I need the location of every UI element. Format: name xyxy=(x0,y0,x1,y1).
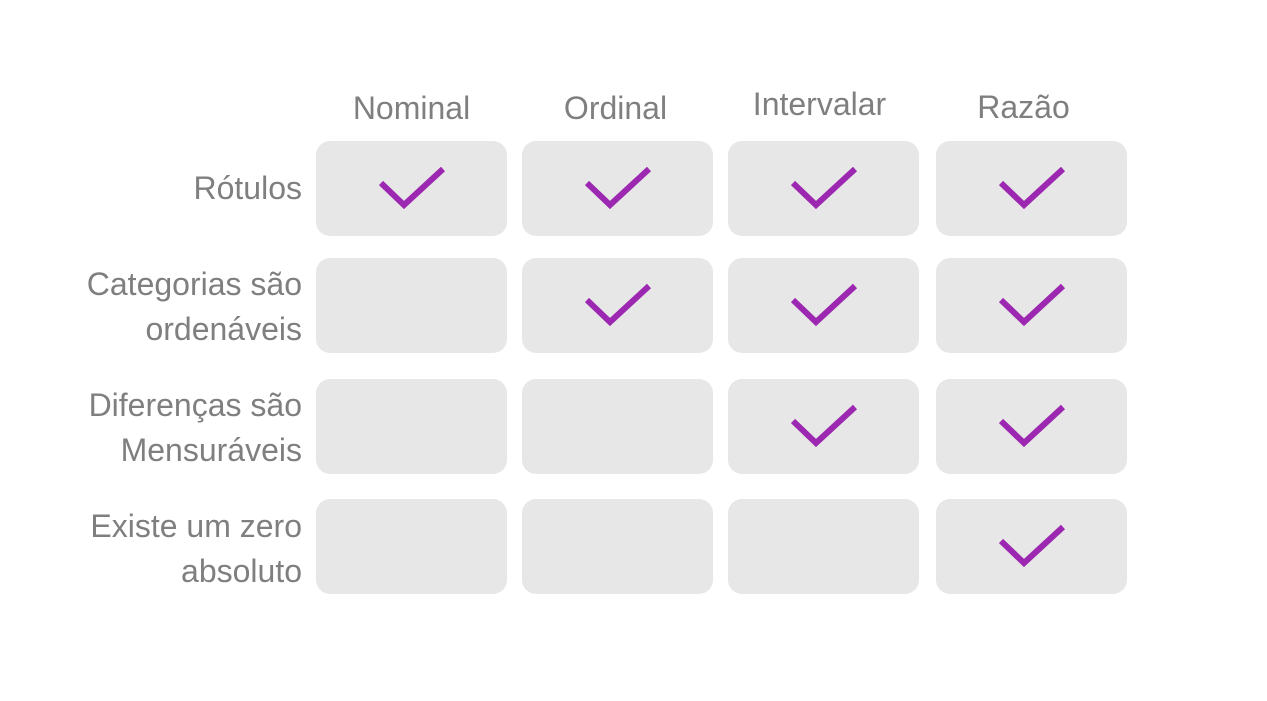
row-label-categorias: Categorias são ordenáveis xyxy=(87,262,302,352)
checkmark-icon xyxy=(998,404,1066,448)
row-label-zero: Existe um zero absoluto xyxy=(90,504,302,594)
checkmark-icon xyxy=(998,524,1066,568)
row-label-line: Rótulos xyxy=(193,170,303,206)
checkmark-icon xyxy=(790,404,858,448)
grid-cell xyxy=(316,141,507,236)
grid-cell xyxy=(522,499,713,594)
row-label-line: absoluto xyxy=(181,553,302,589)
checkmark-icon xyxy=(378,166,446,210)
row-label-line: Categorias são xyxy=(86,266,302,302)
checkmark-icon xyxy=(998,283,1066,327)
grid-cell xyxy=(728,258,919,353)
checkmark-icon xyxy=(584,166,652,210)
grid-cell xyxy=(316,499,507,594)
checkmark-icon xyxy=(998,166,1066,210)
grid-cell xyxy=(936,258,1127,353)
column-header-razao: Razão xyxy=(977,89,1070,125)
grid-cell xyxy=(728,499,919,594)
column-header-nominal: Nominal xyxy=(352,90,471,126)
column-header-ordinal: Ordinal xyxy=(563,90,668,126)
grid-cell xyxy=(316,379,507,474)
row-label-line: Mensuráveis xyxy=(120,432,302,468)
grid-cell xyxy=(728,141,919,236)
grid-cell xyxy=(728,379,919,474)
grid-cell xyxy=(936,379,1127,474)
grid-cell xyxy=(936,141,1127,236)
grid-cell xyxy=(522,258,713,353)
row-label-line: ordenáveis xyxy=(145,311,302,347)
checkmark-icon xyxy=(790,283,858,327)
row-label-line: Diferenças são xyxy=(88,387,302,423)
grid-cell xyxy=(522,379,713,474)
row-label-diferencas: Diferenças são Mensuráveis xyxy=(89,383,302,473)
grid-cell xyxy=(522,141,713,236)
checkmark-icon xyxy=(584,283,652,327)
checkmark-icon xyxy=(790,166,858,210)
column-header-intervalar: Intervalar xyxy=(752,86,887,122)
row-label-line: Existe um zero xyxy=(90,508,302,544)
grid-cell xyxy=(316,258,507,353)
row-label-rotulos: Rótulos xyxy=(194,166,303,211)
grid-cell xyxy=(936,499,1127,594)
